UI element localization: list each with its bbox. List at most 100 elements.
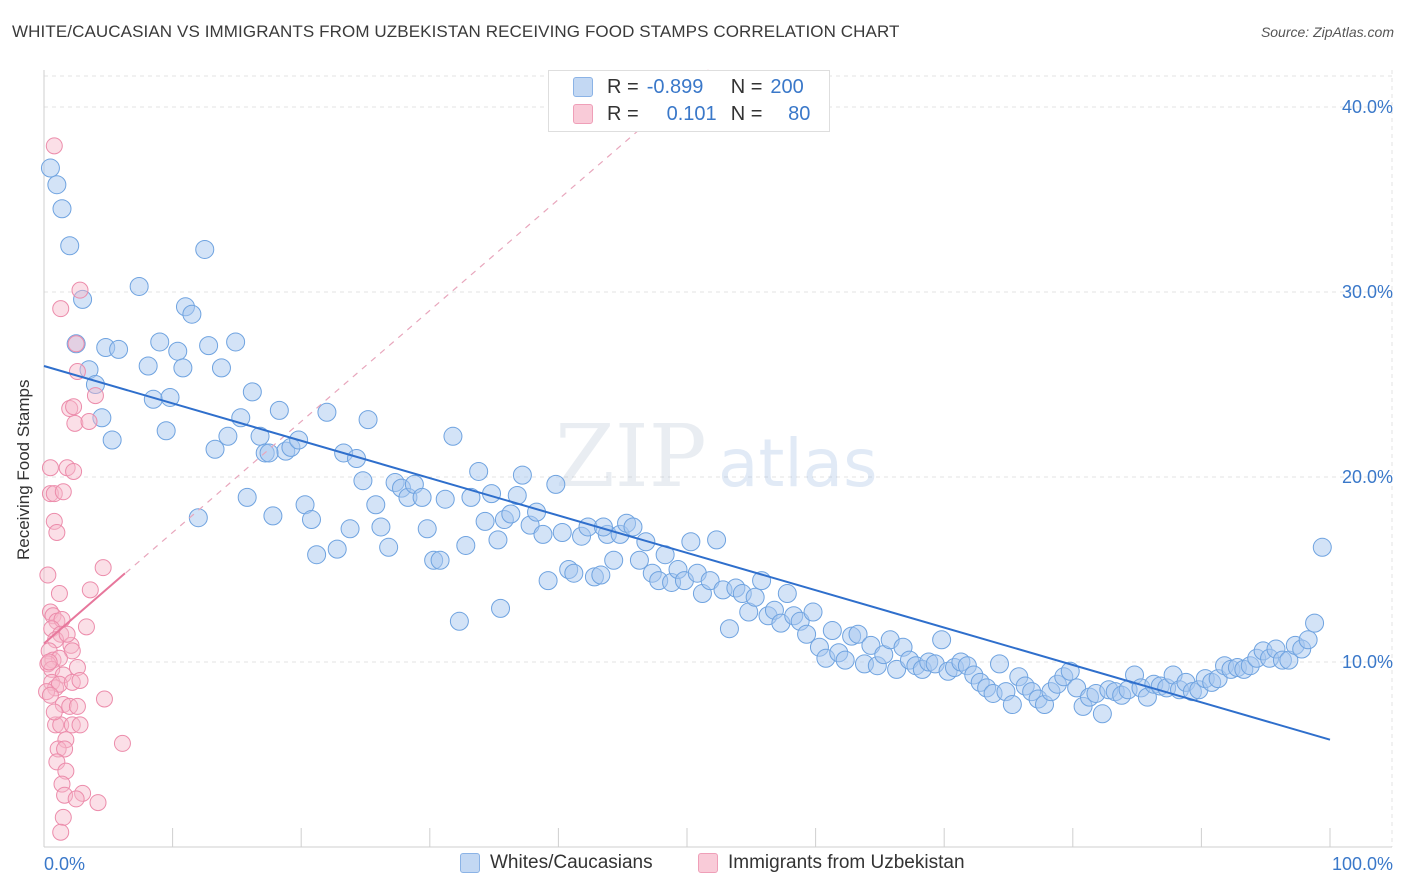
n-label: N = <box>730 102 763 125</box>
point-whites <box>182 304 202 324</box>
point-uzbekistan <box>95 690 113 708</box>
point-whites <box>371 517 391 537</box>
legend-label-uzbekistan: Immigrants from Uzbekistan <box>728 852 965 873</box>
point-whites <box>745 587 765 607</box>
point-whites <box>301 510 321 530</box>
point-whites <box>188 508 208 528</box>
legend-item-whites[interactable]: Whites/Caucasians <box>460 852 653 874</box>
point-uzbekistan <box>41 459 59 477</box>
point-whites <box>629 550 649 570</box>
point-whites <box>358 410 378 430</box>
point-whites <box>1312 537 1332 557</box>
point-whites <box>604 550 624 570</box>
point-whites <box>379 537 399 557</box>
x-tick-label: 0.0% <box>44 854 85 874</box>
point-whites <box>102 430 122 450</box>
point-whites <box>546 474 566 494</box>
point-whites <box>259 443 279 463</box>
point-whites <box>700 571 720 591</box>
x-tick-label: 100.0% <box>1332 854 1393 874</box>
point-uzbekistan <box>40 653 58 671</box>
scatter-points <box>38 137 1332 841</box>
point-whites <box>797 624 817 644</box>
point-whites <box>435 489 455 509</box>
point-whites <box>60 236 80 256</box>
point-whites <box>1002 695 1022 715</box>
stats-legend: R = -0.899 N = 200 R = 0.101 N = 80 <box>548 70 830 132</box>
point-whites <box>156 421 176 441</box>
point-uzbekistan <box>67 790 85 808</box>
point-whites <box>456 535 476 555</box>
r-value: -0.899 <box>646 75 704 98</box>
point-whites <box>707 530 727 550</box>
point-whites <box>552 523 572 542</box>
point-whites <box>242 382 262 402</box>
trend-line-uzbekistan-dashed <box>43 69 709 644</box>
gridlines <box>44 70 1393 847</box>
point-uzbekistan <box>58 625 76 643</box>
point-whites <box>501 504 521 524</box>
legend-item-uzbekistan[interactable]: Immigrants from Uzbekistan <box>698 852 965 874</box>
legend-swatch-uzbekistan <box>698 853 718 873</box>
point-uzbekistan <box>45 703 63 721</box>
n-label: N = <box>730 75 763 98</box>
point-whites <box>443 426 463 446</box>
point-whites <box>461 487 481 507</box>
point-uzbekistan <box>67 335 85 353</box>
point-whites <box>538 571 558 591</box>
point-uzbekistan <box>57 762 75 780</box>
point-uzbekistan <box>41 686 59 704</box>
point-uzbekistan <box>54 696 72 714</box>
point-uzbekistan <box>71 716 89 734</box>
watermark: ZIP atlas <box>555 407 878 507</box>
point-whites <box>417 519 437 539</box>
point-uzbekistan <box>66 414 84 432</box>
point-whites <box>66 334 86 354</box>
n-value: 200 <box>770 75 804 98</box>
point-whites <box>366 495 386 515</box>
point-uzbekistan <box>71 281 89 299</box>
point-uzbekistan <box>71 672 89 689</box>
point-whites <box>1060 661 1080 681</box>
point-whites <box>861 635 881 655</box>
point-whites <box>848 624 868 644</box>
point-uzbekistan <box>80 413 98 430</box>
legend-label-whites: Whites/Caucasians <box>490 852 653 873</box>
point-whites <box>1092 704 1112 724</box>
point-uzbekistan <box>65 462 83 480</box>
point-whites <box>488 530 508 550</box>
point-whites <box>681 532 701 552</box>
point-whites <box>1305 613 1325 633</box>
point-whites <box>138 356 158 376</box>
point-whites <box>199 336 219 356</box>
point-whites <box>327 539 347 559</box>
point-whites <box>195 239 215 259</box>
point-whites <box>168 341 188 361</box>
point-whites <box>237 487 257 507</box>
source-label: Source: ZipAtlas.com <box>1260 24 1394 40</box>
point-uzbekistan <box>50 585 68 603</box>
point-whites <box>52 199 72 219</box>
trend-lines <box>43 69 1331 741</box>
point-uzbekistan <box>54 808 72 826</box>
point-uzbekistan <box>47 716 65 734</box>
n-value: 80 <box>788 102 811 125</box>
point-uzbekistan <box>52 823 70 841</box>
legend-swatch-uzbekistan <box>573 104 593 124</box>
point-whites <box>1298 630 1318 650</box>
point-whites <box>40 158 60 178</box>
point-whites <box>887 659 907 679</box>
point-whites <box>317 402 337 422</box>
point-uzbekistan <box>94 559 112 577</box>
legend-swatch-whites <box>460 853 480 873</box>
point-whites <box>1067 678 1087 698</box>
point-whites <box>226 332 246 352</box>
point-whites <box>803 602 823 622</box>
point-whites <box>150 332 170 352</box>
point-uzbekistan <box>68 659 86 677</box>
point-uzbekistan <box>68 697 86 715</box>
point-uzbekistan <box>77 618 95 636</box>
legend-swatch-whites <box>573 77 593 97</box>
point-whites <box>591 565 611 585</box>
